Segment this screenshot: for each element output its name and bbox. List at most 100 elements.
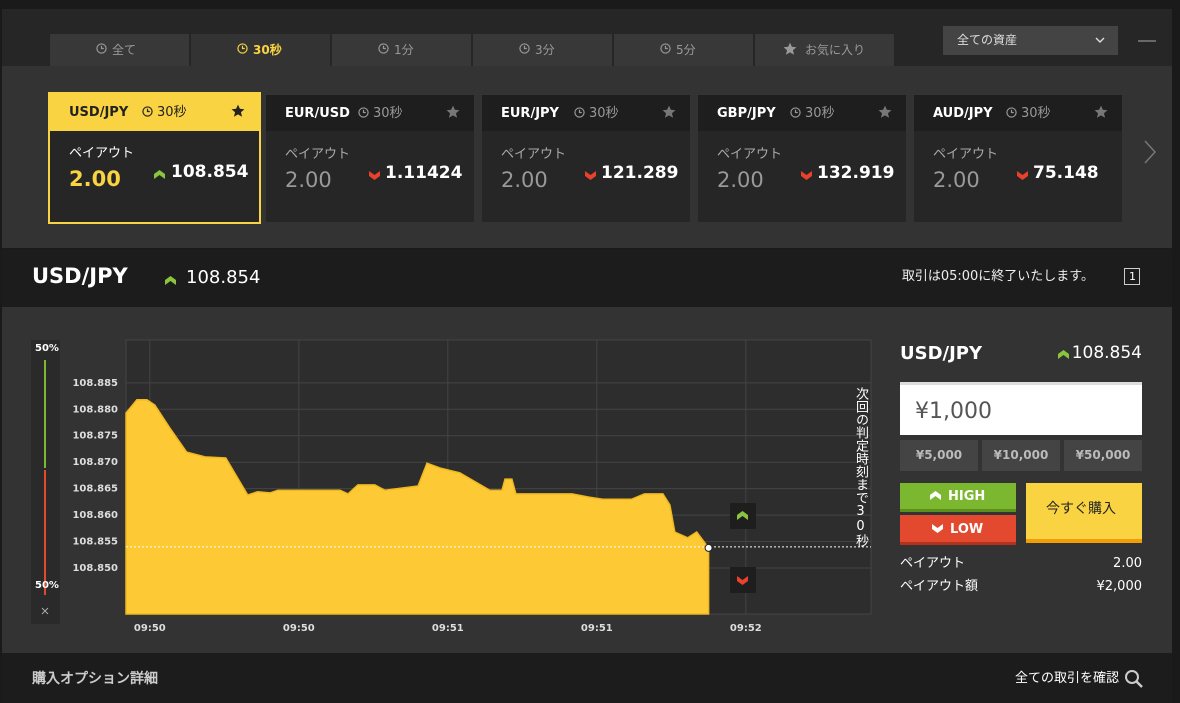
- tab-label: 30秒: [253, 43, 282, 57]
- card-payout: 2.00: [285, 168, 332, 192]
- card-payout-label: ペイアウト: [69, 146, 135, 161]
- all-trades-link[interactable]: 全ての取引を確認: [1014, 671, 1119, 686]
- tab[interactable]: 5分: [614, 34, 753, 66]
- search-icon[interactable]: [1124, 669, 1144, 689]
- x-tick-label: 09:51: [432, 623, 464, 634]
- card-header: USD/JPY 30秒: [50, 94, 259, 131]
- card-star: [1094, 105, 1108, 119]
- card-direction: [1017, 171, 1028, 180]
- chevron-icon: [1095, 37, 1105, 43]
- preset-button[interactable]: ¥5,000: [900, 440, 978, 471]
- tab[interactable]: お気に入り: [755, 34, 894, 66]
- card-clock: [142, 106, 153, 117]
- buy-label: 今すぐ購入: [1046, 501, 1116, 517]
- y-tick-label: 108.880: [72, 404, 118, 415]
- clock-icon: [519, 43, 530, 54]
- preset-button[interactable]: ¥50,000: [1064, 440, 1142, 471]
- asset-card[interactable]: EUR/JPY 30秒 ペイアウト 2.00 121.289: [482, 95, 690, 222]
- card-rate: 1.11424: [385, 163, 463, 183]
- tab-icon: [783, 42, 797, 56]
- minimize-button[interactable]: [1138, 40, 1156, 42]
- low-button[interactable]: LOW: [900, 515, 1016, 545]
- tab[interactable]: 全て: [50, 34, 189, 66]
- card-clock: [1006, 107, 1017, 118]
- next-arrow[interactable]: [1143, 140, 1157, 164]
- x-tick-label: 09:50: [283, 623, 315, 634]
- star-icon[interactable]: [662, 105, 676, 119]
- tab-icon: [378, 43, 389, 54]
- down-icon: [585, 171, 596, 180]
- count-badge[interactable]: 1: [1124, 268, 1140, 285]
- card-pair: AUD/JPY: [933, 106, 993, 121]
- preset-button[interactable]: ¥10,000: [982, 440, 1060, 471]
- card-pair: EUR/USD: [285, 106, 350, 121]
- preset-label: ¥5,000: [915, 448, 963, 462]
- area: [125, 399, 710, 615]
- card-payout-label: ペイアウト: [717, 147, 783, 162]
- star-icon[interactable]: [1094, 105, 1108, 119]
- card-clock: [358, 107, 369, 118]
- tab[interactable]: 30秒: [191, 34, 330, 66]
- sentiment-down-bar: [44, 470, 46, 595]
- tab-icon: [96, 43, 107, 54]
- card-header: EUR/USD 30秒: [266, 95, 474, 131]
- tab-label: 全て: [112, 43, 137, 57]
- asset-select[interactable]: 全ての資産: [943, 26, 1118, 55]
- tab-label: 3分: [535, 43, 555, 57]
- up-icon: [154, 170, 165, 179]
- payout-amount-value: ¥2,000: [1096, 579, 1143, 594]
- card-payout-label: ペイアウト: [501, 147, 567, 162]
- preset-label: ¥10,000: [993, 448, 1049, 462]
- asset-card[interactable]: EUR/USD 30秒 ペイアウト 2.00 1.11424: [266, 95, 474, 222]
- card-clock: [790, 107, 801, 118]
- card-header: EUR/JPY 30秒: [482, 95, 690, 131]
- low-marker[interactable]: [730, 567, 756, 593]
- high-marker[interactable]: [730, 503, 756, 529]
- header-notice: 取引は05:00に終了いたします。: [901, 269, 1094, 284]
- tab[interactable]: 3分: [473, 34, 612, 66]
- card-direction: [801, 171, 812, 180]
- tab-label: お気に入り: [805, 43, 866, 57]
- down-icon: [1017, 171, 1028, 180]
- tab[interactable]: 1分: [332, 34, 471, 66]
- star-icon[interactable]: [783, 42, 797, 56]
- asset-card[interactable]: GBP/JPY 30秒 ペイアウト 2.00 132.919: [698, 95, 906, 222]
- high-button[interactable]: HIGH: [900, 483, 1016, 512]
- header-pair: USD/JPY: [32, 264, 128, 288]
- high-label: HIGH: [948, 489, 986, 504]
- details-link[interactable]: 購入オプション詳細: [32, 671, 158, 687]
- close-icon[interactable]: [41, 607, 49, 615]
- star-icon[interactable]: [446, 105, 460, 119]
- card-direction: [154, 170, 165, 179]
- buy-button[interactable]: 今すぐ購入: [1026, 483, 1142, 543]
- footer: [2, 653, 1172, 703]
- header-bar: [2, 249, 1172, 307]
- card-star: [231, 104, 245, 118]
- sentiment-panel: 50% 50%: [31, 340, 60, 624]
- last-point: [704, 543, 713, 552]
- asset-card[interactable]: USD/JPY 30秒 ペイアウト 2.00 108.854: [48, 92, 261, 224]
- up-icon: [930, 491, 941, 500]
- y-tick-label: 108.860: [72, 510, 118, 521]
- amount-input[interactable]: ¥1,000: [900, 382, 1142, 435]
- card-pair: EUR/JPY: [501, 106, 559, 121]
- y-tick-label: 108.865: [72, 484, 118, 495]
- card-rate: 121.289: [601, 163, 679, 183]
- card-payout: 2.00: [69, 167, 121, 191]
- star-icon[interactable]: [878, 105, 892, 119]
- asset-card[interactable]: AUD/JPY 30秒 ペイアウト 2.00 75.148: [914, 95, 1122, 222]
- star-icon[interactable]: [231, 104, 245, 118]
- card-clock: [574, 107, 585, 118]
- low-label: LOW: [950, 522, 984, 537]
- x-tick-label: 09:51: [581, 623, 613, 634]
- card-direction: [585, 171, 596, 180]
- y-tick-label: 108.850: [72, 563, 118, 574]
- card-header: GBP/JPY 30秒: [698, 95, 906, 131]
- up-icon: [165, 276, 176, 285]
- clock-icon: [574, 107, 585, 118]
- countdown: 次回の判定時刻まで30秒: [853, 387, 868, 547]
- card-payout: 2.00: [933, 168, 980, 192]
- y-tick-label: 108.885: [72, 378, 118, 389]
- card-header: AUD/JPY 30秒: [914, 95, 1122, 131]
- tab-label: 5分: [676, 43, 696, 57]
